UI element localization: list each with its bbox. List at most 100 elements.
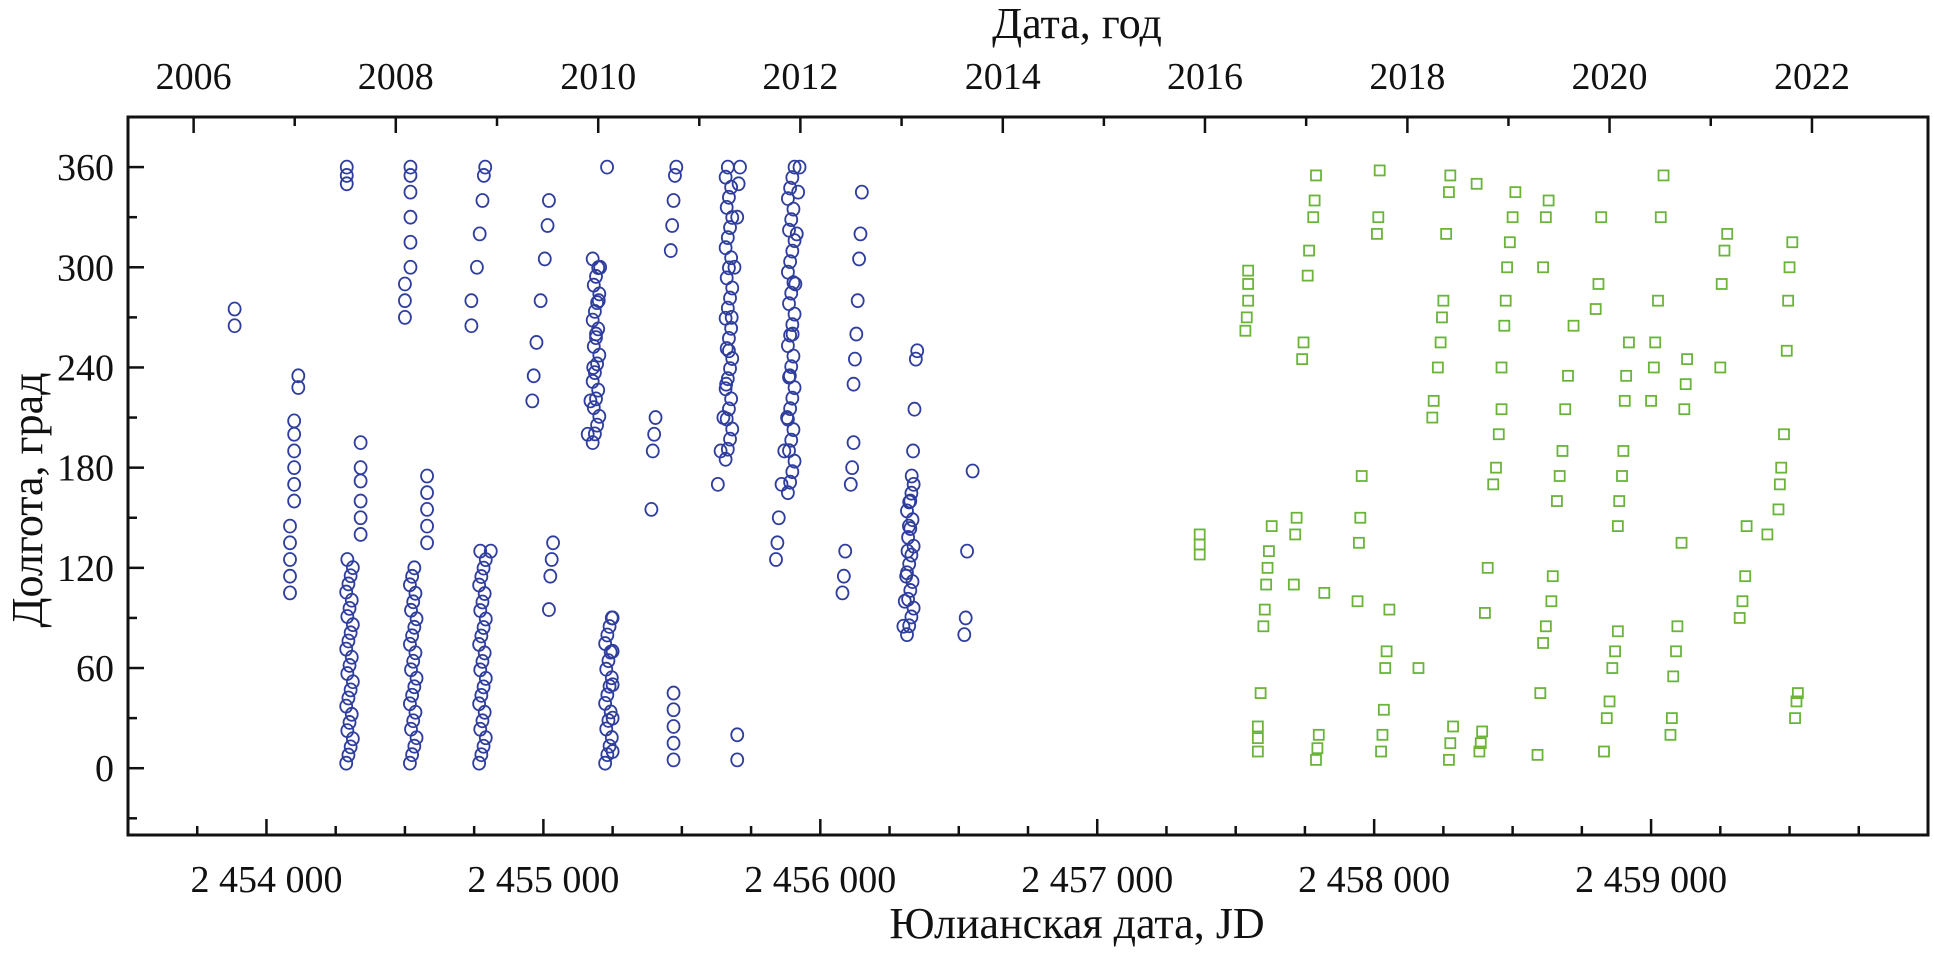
data-point-circle — [586, 400, 601, 416]
data-point-circle — [647, 426, 662, 442]
data-point-square — [1791, 687, 1804, 699]
plot-border — [126, 115, 1930, 837]
data-point-circle — [341, 576, 356, 592]
data-point-square — [1242, 264, 1255, 277]
data-point-square — [1474, 737, 1487, 750]
data-point-circle — [730, 752, 745, 768]
top-axis-title: Дата, год — [992, 0, 1162, 48]
data-point-square — [1444, 169, 1457, 182]
data-point-circle — [598, 636, 613, 651]
data-point-circle — [783, 401, 798, 417]
data-point-square — [1371, 227, 1383, 240]
data-point-circle — [666, 752, 681, 768]
data-point-circle — [404, 602, 418, 618]
data-point-square — [1263, 545, 1275, 558]
data-point-square — [1675, 536, 1688, 549]
data-point-square — [1427, 394, 1440, 407]
data-point-square — [1553, 470, 1566, 482]
data-point-circle — [287, 443, 302, 459]
data-point-circle — [339, 698, 354, 714]
data-point-circle — [791, 184, 806, 200]
data-point-square — [1740, 520, 1753, 532]
data-point-circle — [398, 276, 412, 292]
data-point-circle — [470, 259, 484, 275]
data-point-circle — [403, 636, 417, 652]
data-point-circle — [719, 341, 734, 356]
data-point-square — [1542, 194, 1555, 207]
x-tick-label: 2 458 000 — [1298, 859, 1450, 901]
data-point-circle — [600, 747, 615, 763]
data-point-square — [1789, 712, 1801, 725]
data-point-square — [1679, 378, 1692, 391]
data-point-square — [1790, 695, 1803, 708]
data-point-circle — [838, 543, 853, 559]
data-point-circle — [901, 529, 915, 545]
data-point-circle — [733, 159, 747, 175]
data-point-square — [1372, 211, 1385, 224]
data-point-circle — [719, 411, 734, 427]
data-point-circle — [287, 460, 302, 476]
data-point-square — [1431, 361, 1444, 374]
y-tick-label: 360 — [57, 147, 114, 189]
top-tick-label: 2022 — [1774, 56, 1850, 98]
data-point-circle — [781, 191, 795, 207]
data-point-circle — [472, 696, 487, 712]
data-point-square — [1613, 495, 1626, 507]
data-point-circle — [472, 637, 487, 652]
data-point-circle — [789, 226, 804, 242]
data-point-square — [1761, 528, 1774, 541]
y-tick-label: 120 — [57, 548, 114, 590]
data-point-circle — [853, 226, 868, 242]
data-point-circle — [645, 443, 660, 459]
data-point-circle — [599, 661, 614, 677]
data-point-circle — [783, 254, 798, 270]
data-point-square — [1733, 612, 1746, 624]
data-point-circle — [722, 401, 736, 417]
data-point-square — [1657, 169, 1670, 182]
data-point-square — [1664, 728, 1677, 741]
data-point-circle — [472, 226, 487, 242]
data-point-circle — [537, 251, 552, 267]
data-point-circle — [589, 269, 603, 284]
data-point-circle — [648, 410, 663, 425]
data-point-circle — [718, 451, 733, 467]
data-point-circle — [341, 690, 356, 706]
data-point-square — [1318, 586, 1331, 599]
data-point-square — [1714, 361, 1727, 374]
data-point-square — [1377, 703, 1390, 716]
data-point-circle — [403, 159, 418, 175]
data-point-circle — [403, 168, 418, 183]
data-point-circle — [404, 662, 418, 678]
data-point-circle — [464, 318, 479, 334]
data-point-square — [1616, 470, 1628, 482]
data-point-square — [1545, 595, 1558, 608]
data-point-circle — [785, 243, 800, 259]
data-point-square — [1193, 528, 1206, 541]
data-point-square — [1379, 662, 1392, 674]
data-point-circle — [340, 552, 355, 567]
data-point-circle — [784, 359, 799, 375]
data-point-circle — [900, 503, 914, 519]
data-point-square — [1310, 169, 1322, 182]
data-point-circle — [785, 464, 800, 480]
data-point-circle — [586, 277, 601, 293]
data-point-square — [1589, 303, 1602, 315]
data-point-circle — [353, 527, 368, 542]
data-point-square — [1600, 712, 1613, 725]
data-point-circle — [769, 552, 783, 567]
data-point-circle — [723, 431, 737, 447]
data-point-circle — [342, 658, 357, 673]
data-point-circle — [601, 713, 616, 728]
data-point-square — [1251, 720, 1264, 733]
data-point-circle — [902, 494, 917, 510]
data-point-circle — [904, 468, 919, 484]
data-point-circle — [710, 476, 725, 492]
data-point-square — [1383, 603, 1396, 616]
data-point-circle — [590, 295, 605, 311]
data-point-square — [1437, 294, 1450, 307]
data-point-circle — [848, 351, 862, 367]
data-point-circle — [405, 747, 420, 763]
data-point-square — [1426, 411, 1439, 424]
data-point-square — [1476, 725, 1489, 738]
data-point-circle — [340, 723, 355, 739]
